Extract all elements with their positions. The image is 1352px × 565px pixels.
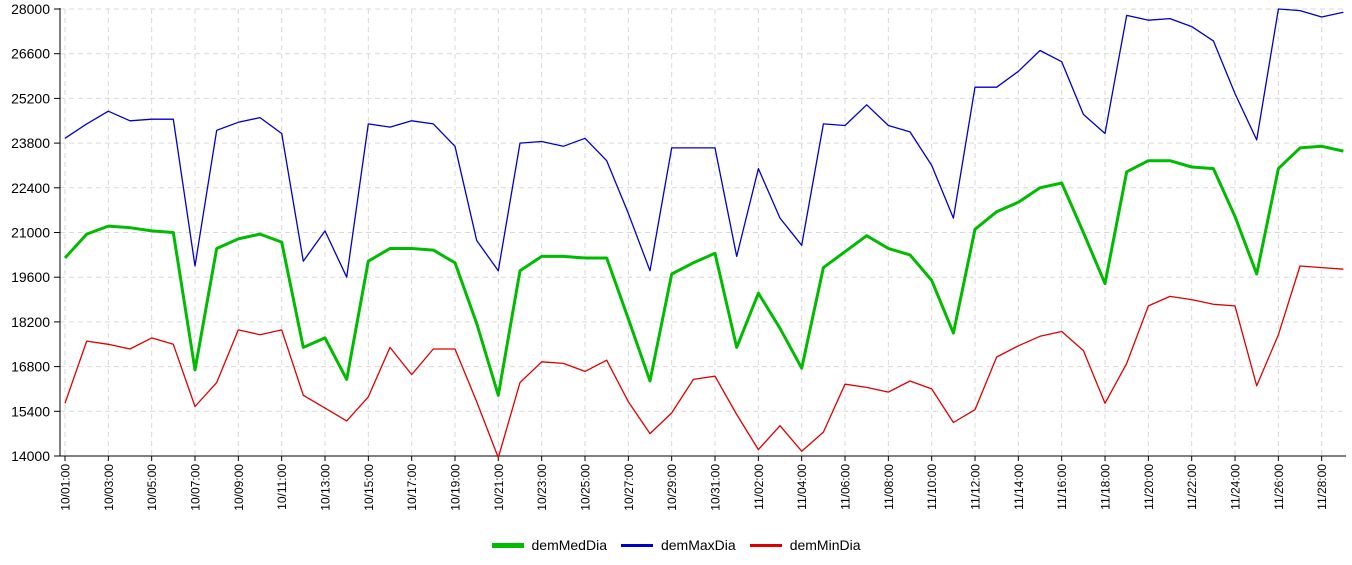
x-tick-label: 10/25:00 xyxy=(579,464,593,511)
x-tick-label: 11/26:00 xyxy=(1272,464,1286,510)
x-tick-label: 11/28:00 xyxy=(1315,464,1329,510)
x-tick-label: 11/10:00 xyxy=(925,464,939,510)
y-tick-label: 15400 xyxy=(11,403,50,419)
y-tick-label: 23800 xyxy=(11,135,50,151)
x-tick-label: 11/20:00 xyxy=(1142,464,1156,510)
y-tick-label: 19600 xyxy=(11,269,50,285)
legend-swatch-demmindia xyxy=(749,543,782,547)
y-tick-label: 14000 xyxy=(11,448,50,464)
y-tick-label: 16800 xyxy=(11,359,50,375)
x-tick-label: 10/23:00 xyxy=(535,464,549,511)
y-tick-label: 25200 xyxy=(11,90,50,106)
x-tick-label: 11/24:00 xyxy=(1229,464,1243,510)
legend-label: demMedDia xyxy=(531,537,607,553)
x-tick-label: 10/09:00 xyxy=(232,464,246,511)
series-line-demmindia xyxy=(64,265,1344,459)
chart-legend: demMedDia demMaxDia demMinDia xyxy=(0,538,1352,552)
legend-label: demMinDia xyxy=(789,537,861,553)
x-tick-label: 10/03:00 xyxy=(102,464,116,511)
x-tick-label: 10/11:00 xyxy=(275,464,289,510)
legend-item-demmindia: demMinDia xyxy=(749,537,861,553)
y-tick-label: 26600 xyxy=(11,46,50,62)
y-tick-label: 18200 xyxy=(11,314,50,330)
x-tick-label: 10/31:00 xyxy=(709,464,723,511)
x-tick-label: 11/14:00 xyxy=(1012,464,1026,510)
y-tick-label: 22400 xyxy=(11,180,50,196)
legend-swatch-demmaxdia xyxy=(620,543,653,547)
series-line-demmeddia xyxy=(63,144,1344,397)
x-tick-label: 10/05:00 xyxy=(145,464,159,511)
legend-item-demmeddia: demMedDia xyxy=(491,537,607,553)
legend-item-demmaxdia: demMaxDia xyxy=(620,537,736,553)
x-tick-label: 11/12:00 xyxy=(969,464,983,510)
x-tick-label: 10/19:00 xyxy=(449,464,463,511)
x-tick-label: 11/02:00 xyxy=(752,464,766,510)
x-tick-label: 11/04:00 xyxy=(795,464,809,510)
legend-label: demMaxDia xyxy=(660,537,736,553)
x-tick-label: 11/06:00 xyxy=(839,464,853,510)
x-tick-label: 10/01:00 xyxy=(59,464,73,511)
x-tick-label: 11/08:00 xyxy=(882,464,896,510)
legend-swatch-demmeddia xyxy=(491,542,524,548)
x-tick-label: 10/07:00 xyxy=(189,464,203,511)
x-tick-label: 10/29:00 xyxy=(665,464,679,511)
x-tick-label: 11/22:00 xyxy=(1185,464,1199,510)
x-tick-label: 10/13:00 xyxy=(319,464,333,511)
series-line-demmaxdia xyxy=(64,8,1344,278)
x-tick-label: 10/15:00 xyxy=(362,464,376,511)
x-tick-label: 10/21:00 xyxy=(492,464,506,511)
x-tick-label: 11/18:00 xyxy=(1099,464,1113,510)
x-tick-label: 10/17:00 xyxy=(405,464,419,511)
y-tick-label: 28000 xyxy=(11,1,50,17)
x-tick-label: 11/16:00 xyxy=(1055,464,1069,510)
x-tick-label: 10/27:00 xyxy=(622,464,636,511)
y-tick-label: 21000 xyxy=(11,225,50,241)
